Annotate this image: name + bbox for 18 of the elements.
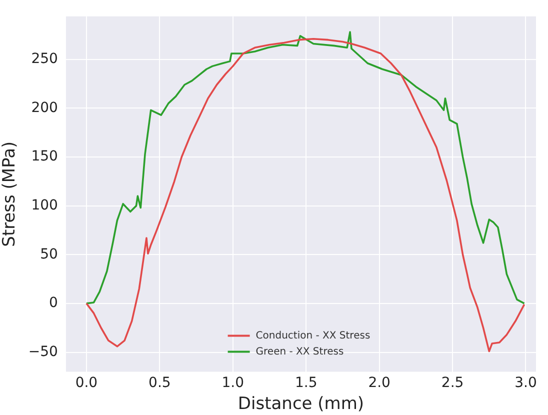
y-tick-label: 250 [31, 51, 58, 67]
x-tick-label: 1.5 [294, 374, 318, 391]
x-tick-label: 0.0 [75, 374, 98, 391]
y-tick-label: 100 [31, 197, 58, 214]
y-tick-label: 200 [31, 100, 58, 116]
x-tick-label: 1.0 [222, 374, 244, 391]
y-tick-label: 50 [40, 246, 58, 262]
y-tick-label: 0 [49, 295, 58, 312]
legend-label: Conduction - XX Stress [256, 330, 370, 342]
x-tick-label: 3.0 [514, 374, 537, 391]
legend-label: Green - XX Stress [256, 346, 344, 358]
x-tick-label: 2.5 [441, 374, 464, 391]
x-axis-title: Distance (mm) [238, 394, 364, 414]
y-tick-label: 150 [31, 148, 58, 165]
x-tick-label: 2.0 [368, 374, 390, 391]
y-tick-label: −50 [28, 344, 58, 360]
x-tick-label: 0.5 [148, 374, 171, 391]
y-axis-title: Stress (MPa) [0, 141, 20, 247]
